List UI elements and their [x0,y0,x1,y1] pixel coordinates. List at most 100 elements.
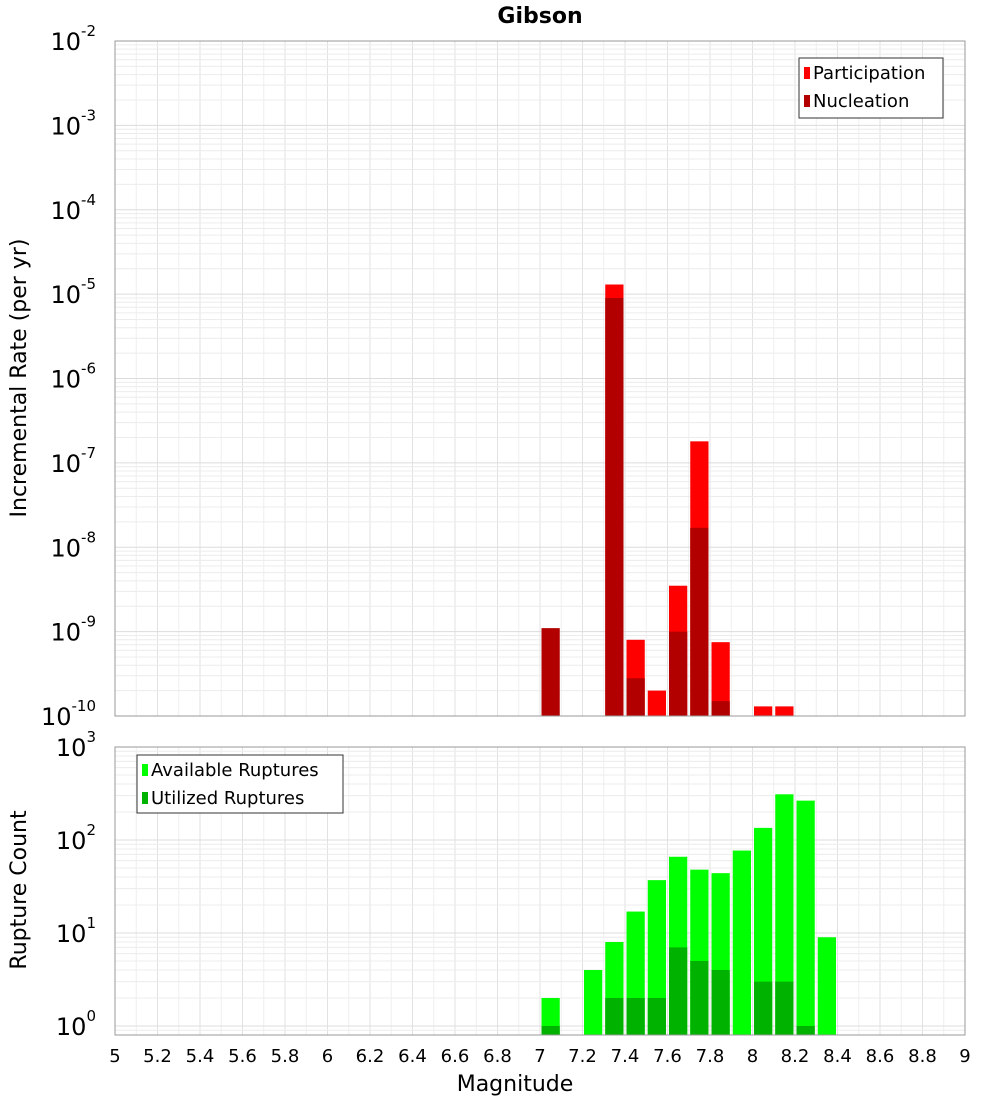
x-tick-label: 8.8 [908,1046,937,1067]
x-tick-label: 6 [322,1046,333,1067]
y-tick-exponent: 1 [86,914,96,932]
x-tick-label: 8.4 [823,1046,852,1067]
legend: Participation Nucleation [798,57,944,119]
legend-label: Available Ruptures [151,760,319,781]
bar [690,960,709,1035]
y-tick-label: 10-7 [50,444,96,478]
x-tick-label: 5.8 [271,1046,300,1067]
x-axis-label: Magnitude [457,1072,574,1097]
y-tick-base: 10 [56,920,87,948]
bar [775,794,794,1035]
bar [605,297,624,716]
x-tick-label: 6.6 [441,1046,470,1067]
y-tick-base: 10 [50,450,81,478]
y-tick-base: 10 [50,112,81,140]
y-tick-base: 10 [50,366,81,394]
bars [541,794,836,1035]
plot-frame [114,746,966,1036]
legend-box [798,57,944,119]
x-tick-label: 5.2 [143,1046,172,1067]
legend-swatch [804,67,810,79]
bar [626,997,645,1035]
bar [647,690,666,716]
y-tick-label: 103 [56,728,96,762]
bar [541,997,560,1035]
y-tick-exponent: -8 [81,528,96,546]
y-tick-exponent: 3 [86,728,96,746]
x-axis: 5 5.2 5.4 5.6 5.8 6 6.2 6.4 6.6 6.8 7 7.2 7.4 7.6 7.8 8… [109,1046,970,1067]
bar [541,628,560,716]
y-tick-label: 102 [56,821,96,855]
legend-swatch [142,792,148,804]
y-tick-exponent: 0 [86,1007,96,1025]
legend-swatch [142,764,148,776]
y-tick-label: 10-6 [50,360,96,394]
bar [711,969,730,1035]
bar [775,981,794,1035]
x-tick-label: 8.2 [781,1046,810,1067]
legend-label: Nucleation [813,91,909,112]
y-tick-exponent: -3 [81,106,96,124]
legend-label: Participation [813,63,925,84]
plot-frame [114,40,966,717]
x-tick-label: 9 [959,1046,970,1067]
series-nucleation [541,297,730,716]
y-tick-label: 10-4 [50,191,96,225]
bar [669,947,688,1035]
legend-label: Utilized Ruptures [151,788,304,809]
legend-swatch [804,95,810,107]
bar [732,850,751,1035]
bar [817,937,836,1035]
bar [690,527,709,716]
y-tick-base: 10 [50,197,81,225]
grid [114,40,966,717]
y-tick-exponent: 2 [86,821,96,839]
y-tick-label: 10-8 [50,528,96,562]
y-tick-base: 10 [50,28,81,56]
y-tick-exponent: -6 [81,360,96,378]
x-tick-label: 6.8 [483,1046,512,1067]
y-tick-label: 101 [56,914,96,948]
rate-panel: 10-210-310-410-510-610-710-810-910-10Inc… [7,22,966,731]
y-tick-base: 10 [50,619,81,647]
y-tick-base: 10 [41,703,72,731]
bar [626,678,645,716]
y-tick-base: 10 [56,827,87,855]
bars [541,284,794,716]
x-tick-label: 6.2 [356,1046,385,1067]
y-tick-base: 10 [50,281,81,309]
y-tick-exponent: -2 [81,22,96,40]
bar [796,1025,815,1035]
y-tick-base: 10 [56,1013,87,1041]
y-tick-exponent: -4 [81,191,96,209]
y-axis-label: Incremental Rate (per yr) [7,239,32,518]
y-tick-label: 10-10 [41,697,96,731]
y-tick-label: 10-5 [50,275,96,309]
bar [605,997,624,1035]
bar [754,981,773,1035]
x-tick-label: 7.4 [611,1046,640,1067]
legend-box [136,754,344,814]
x-tick-label: 7.6 [653,1046,682,1067]
chart-title: Gibson [497,4,582,29]
y-axis-label: Rupture Count [7,810,32,970]
bar [711,642,730,716]
bar [711,701,730,716]
y-tick-exponent: -7 [81,444,96,462]
x-tick-label: 8.6 [866,1046,895,1067]
x-tick-label: 7.8 [696,1046,725,1067]
legend: Available Ruptures Utilized Ruptures [136,754,344,814]
series-utilized-ruptures [541,947,815,1035]
bar [669,631,688,716]
bar [541,1025,560,1035]
y-tick-exponent: -10 [72,697,97,715]
x-tick-label: 8 [747,1046,758,1067]
x-tick-label: 5.6 [228,1046,257,1067]
bar [754,706,773,716]
bar [584,969,603,1035]
y-tick-exponent: -9 [81,613,96,631]
y-tick-label: 10-9 [50,613,96,647]
x-tick-label: 6.4 [398,1046,427,1067]
